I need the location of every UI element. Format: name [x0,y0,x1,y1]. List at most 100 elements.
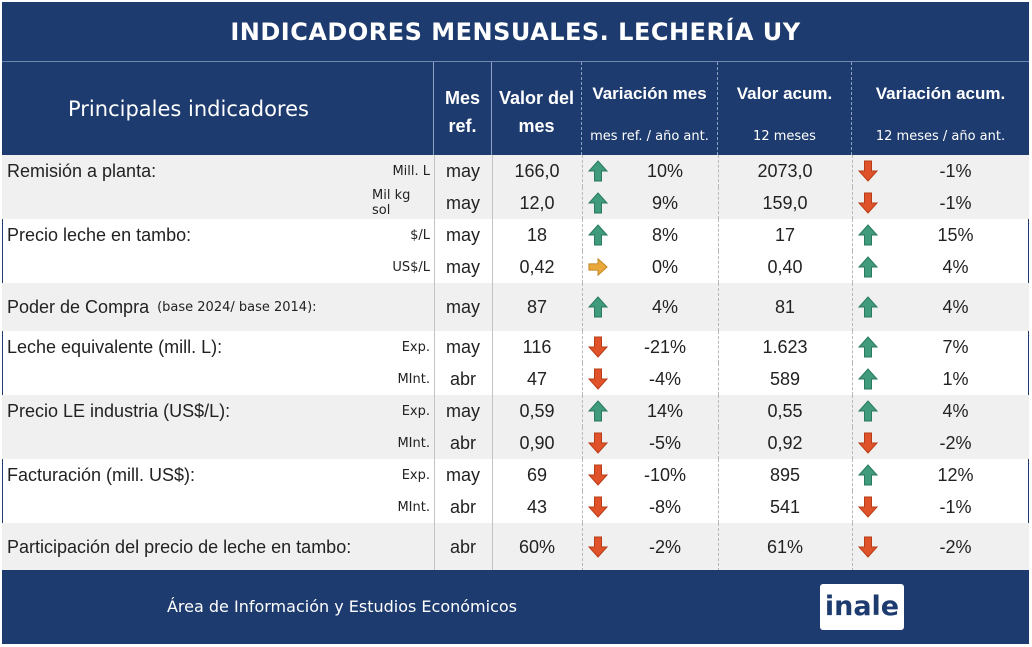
row-mes-ref: may [445,224,480,245]
row-valor-mes: 18 [526,224,548,245]
row-unit: Exp. [401,467,430,483]
column-divider [852,251,853,283]
row-mes-ref: may [445,160,480,181]
arrow-down-icon [858,496,878,518]
row-valor-mes: 69 [526,464,548,485]
column-divider [718,187,719,219]
arrow-down-icon [588,432,608,454]
column-divider [492,251,493,283]
column-divider [852,187,853,219]
column-divider [434,187,435,219]
column-divider [434,427,435,459]
footer-text: Área de Información y Estudios Económico… [166,597,518,616]
row-valor-mes: 0,90 [519,432,555,453]
row-label [2,491,372,523]
row-valor-acum: 17 [774,224,796,245]
row-variacion-acum: -2% [852,523,1029,571]
row-valor-mes: 87 [526,296,548,317]
row-variacion-mes: -21% [582,331,718,363]
header-variacion-acum-sub: 12 meses / año ant. [875,129,1006,144]
row-variacion-acum-value: -1% [939,160,972,181]
row-variacion-acum-value: 4% [942,256,969,277]
column-divider [434,219,435,251]
row-valor-acum: 2073,0 [757,160,813,181]
column-divider [582,459,583,491]
row-mes-ref: may [445,256,480,277]
table-row: Precio leche en tambo: $/L may 18 8% 17 15% [2,219,1029,251]
arrow-down-icon [588,496,608,518]
arrow-up-icon [588,160,608,182]
header-principales: Principales indicadores [2,62,434,155]
column-divider [582,251,583,283]
table-row: Facturación (mill. US$): Exp. may 69 -10% 895… [2,459,1029,491]
row-variacion-acum-value: -2% [939,536,972,557]
column-divider [492,363,493,395]
row-variacion-mes: 10% [582,155,718,187]
row-unit: Mill. L [392,163,430,179]
row-variacion-mes-value: 9% [651,192,678,213]
row-variacion-acum: 4% [852,395,1029,427]
column-divider [718,395,719,427]
column-divider [434,283,435,331]
column-divider [852,523,853,571]
column-divider [852,491,853,523]
arrow-down-icon [588,536,608,558]
row-mes-ref: abr [449,368,476,389]
column-divider [852,331,853,363]
row-variacion-mes-value: 10% [646,160,684,181]
row-variacion-mes-value: 14% [646,400,684,421]
row-variacion-acum: -1% [852,155,1029,187]
header-variacion-acum: Variación acum. 12 meses / año ant. [852,62,1029,155]
row-valor-acum: 895 [769,464,801,485]
row-variacion-mes: 9% [582,187,718,219]
row-valor-acum: 81 [774,296,796,317]
row-label-text: Leche equivalente (mill. L): [7,336,223,357]
header-variacion-acum-title: Variación acum. [875,84,1006,103]
row-variacion-acum: 15% [852,219,1029,251]
row-variacion-acum: 1% [852,363,1029,395]
row-mes-ref: may [445,336,480,357]
row-label: Precio leche en tambo: [2,219,372,251]
column-divider [582,363,583,395]
table-body: Remisión a planta: Mill. L may 166,0 10% 2073… [2,155,1029,571]
row-variacion-mes: -2% [582,523,718,571]
column-divider [434,251,435,283]
row-variacion-mes-value: 0% [651,256,678,277]
row-variacion-acum-value: -2% [939,432,972,453]
row-variacion-mes: 4% [582,283,718,331]
column-divider [718,363,719,395]
row-variacion-mes: 0% [582,251,718,283]
row-variacion-acum: 4% [852,251,1029,283]
table-row: Leche equivalente (mill. L): Exp. may 116 -2… [2,331,1029,363]
row-unit: MInt. [397,499,430,515]
arrow-up-icon [588,224,608,246]
row-label-text: Facturación (mill. US$): [7,464,196,485]
row-unit: Exp. [401,339,430,355]
column-divider [582,427,583,459]
table-row: MInt. abr 47 -4% 589 1% [2,363,1029,395]
row-variacion-mes: -5% [582,427,718,459]
table-row: Mil kg sol may 12,0 9% 159,0 -1% [2,187,1029,219]
row-valor-acum: 159,0 [762,192,808,213]
column-divider [582,331,583,363]
column-divider [718,523,719,571]
row-variacion-acum: -1% [852,491,1029,523]
row-label: Facturación (mill. US$): [2,459,372,491]
row-valor-acum: 589 [769,368,801,389]
row-variacion-acum-value: 15% [937,224,974,245]
arrow-down-icon [588,336,608,358]
header-valor-mes: Valor del mes [492,62,582,155]
row-mes-ref: may [445,464,480,485]
row-label-text: Remisión a planta: [7,160,157,181]
column-divider [718,155,719,187]
column-divider [852,155,853,187]
column-divider [718,331,719,363]
row-mes-ref: may [445,400,480,421]
header-valor-mes-line2: mes [518,116,555,136]
row-variacion-mes: 14% [582,395,718,427]
row-unit [372,523,434,571]
row-valor-acum: 541 [769,496,801,517]
table-row: Precio LE industria (US$/L): Exp. may 0,59 1… [2,395,1029,427]
arrow-up-icon [858,464,878,486]
column-divider [718,491,719,523]
